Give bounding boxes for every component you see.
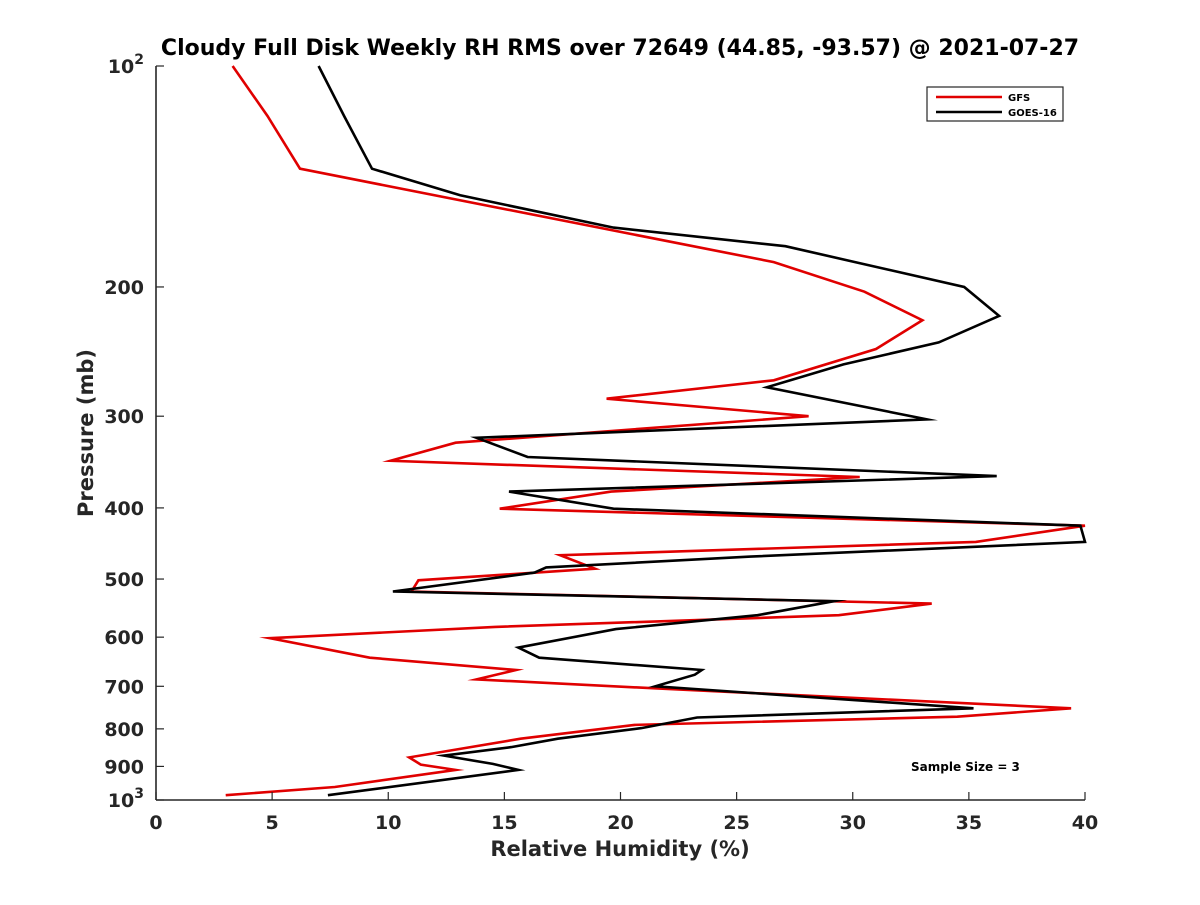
x-ticks: 0 5 10 15 20 25 30 35 40 bbox=[149, 792, 1098, 834]
legend-label: GOES-16 bbox=[1008, 108, 1057, 119]
y-axis-label: Pressure (mb) bbox=[74, 349, 98, 517]
y-tick-label: 700 bbox=[104, 676, 144, 698]
x-tick-label: 30 bbox=[840, 812, 866, 834]
y-tick-power-base: 10 bbox=[108, 790, 134, 812]
series-line-goes-16 bbox=[317, 65, 1087, 797]
y-tick-label-power: 103 bbox=[108, 786, 144, 812]
y-tick-label: 300 bbox=[104, 406, 144, 428]
y-tick-label-power: 102 bbox=[108, 52, 144, 78]
y-tick-label: 600 bbox=[104, 627, 144, 649]
y-tick-label: 400 bbox=[104, 498, 144, 520]
x-tick-label: 10 bbox=[375, 812, 401, 834]
x-axis-label: Relative Humidity (%) bbox=[490, 837, 749, 861]
legend-label: GFS bbox=[1008, 93, 1030, 104]
x-tick-label: 5 bbox=[266, 812, 279, 834]
legend: GFS GOES-16 bbox=[926, 86, 1064, 122]
y-tick-label: 200 bbox=[104, 277, 144, 299]
x-tick-label: 15 bbox=[491, 812, 517, 834]
x-tick-label: 25 bbox=[723, 812, 749, 834]
x-tick-label: 40 bbox=[1072, 812, 1098, 834]
series-line-gfs bbox=[225, 65, 1086, 797]
series-layer bbox=[225, 65, 1087, 797]
y-tick-label: 800 bbox=[104, 719, 144, 741]
y-tick-label: 500 bbox=[104, 569, 144, 591]
y-tick-power-exponent: 2 bbox=[134, 52, 144, 68]
chart-title: Cloudy Full Disk Weekly RH RMS over 7264… bbox=[161, 36, 1079, 61]
plot-area: 0 5 10 15 20 25 30 35 40 10220030040050060070080… bbox=[104, 52, 1098, 834]
x-tick-label: 0 bbox=[149, 812, 162, 834]
y-tick-power-base: 10 bbox=[108, 56, 134, 78]
y-tick-power-exponent: 3 bbox=[134, 786, 144, 802]
sample-size-annotation: Sample Size = 3 bbox=[911, 760, 1020, 774]
legend-box bbox=[926, 86, 1064, 122]
x-tick-label: 20 bbox=[607, 812, 633, 834]
y-tick-label: 900 bbox=[104, 756, 144, 778]
x-tick-label: 35 bbox=[956, 812, 982, 834]
